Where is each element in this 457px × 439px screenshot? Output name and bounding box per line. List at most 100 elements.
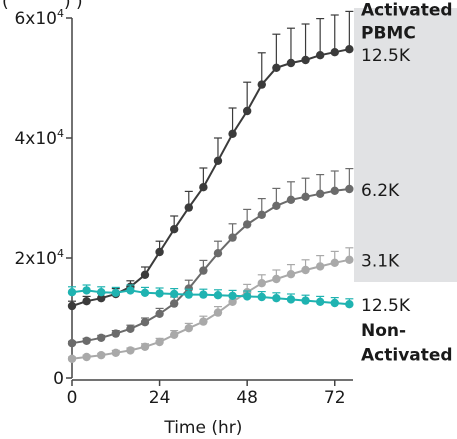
data-point [82, 297, 91, 306]
x-axis-title: Time (hr) [163, 418, 242, 438]
data-point [330, 186, 339, 195]
activated-region-band [354, 8, 457, 282]
data-point [155, 309, 164, 318]
data-point [82, 352, 91, 362]
label-12-5k-non: 12.5K [361, 296, 411, 316]
data-point [330, 258, 339, 267]
x-tick-label: 0 [67, 388, 78, 408]
y-tick-label: 4x104 [14, 127, 64, 149]
data-point [315, 51, 325, 60]
data-point [96, 351, 106, 360]
data-point [126, 286, 135, 295]
data-point [140, 318, 150, 327]
data-point [213, 156, 223, 165]
label-3-1k: 3.1K [361, 251, 400, 271]
data-point [257, 210, 266, 219]
data-point [67, 339, 77, 348]
data-point [140, 288, 150, 297]
data-point [199, 183, 208, 192]
data-point [286, 295, 296, 304]
data-point [257, 279, 266, 288]
data-point [126, 324, 135, 333]
data-point [67, 301, 77, 311]
data-point [96, 333, 106, 342]
data-point [111, 348, 120, 357]
annotations: ActivatedPBMC12.5K6.2K3.1K12.5KNon-Activ… [361, 1, 453, 366]
y-tick-label: 6x104 [14, 7, 64, 29]
data-point [82, 286, 91, 295]
data-point [301, 296, 310, 305]
series-activated_3_1k [67, 247, 354, 363]
data-point [213, 308, 223, 317]
pbmc-heading: PBMC [361, 23, 416, 43]
data-point [67, 354, 77, 363]
data-point [228, 129, 237, 138]
data-point [199, 317, 208, 326]
data-point [155, 247, 164, 257]
data-point [315, 297, 325, 306]
data-point [301, 192, 310, 201]
data-point [184, 290, 193, 299]
data-point [228, 297, 237, 306]
data-point [272, 294, 281, 303]
data-point [272, 201, 281, 210]
activated-heading: Activated [361, 1, 453, 21]
x-tick-label: 24 [149, 388, 171, 408]
data-point [286, 58, 296, 68]
data-point [199, 290, 208, 299]
data-point [169, 330, 179, 339]
data-point [228, 291, 237, 300]
data-point [272, 63, 281, 72]
data-point [315, 189, 325, 198]
label-6-2k: 6.2K [361, 181, 400, 201]
data-point [286, 270, 296, 279]
activated-sub-heading: Activated [361, 346, 453, 366]
data-point [169, 299, 179, 308]
data-point [169, 289, 179, 299]
data-point [184, 203, 193, 212]
series-line [71, 188, 350, 345]
data-point [96, 294, 106, 303]
data-point [111, 288, 120, 297]
label-12-5k-activated: 12.5K [361, 46, 411, 66]
data-point [184, 284, 193, 293]
series-activated_12_5k [67, 10, 354, 311]
data-point [140, 342, 150, 351]
data-point [184, 324, 193, 333]
series-layer [67, 10, 354, 363]
data-point [345, 184, 354, 194]
axes [71, 18, 353, 381]
x-axis-ticks: 0 24 48 72 [67, 380, 346, 408]
data-point [345, 300, 354, 309]
data-point [315, 262, 325, 271]
data-point [242, 220, 252, 229]
data-point [155, 337, 164, 347]
data-point [82, 336, 91, 345]
data-point [330, 48, 339, 57]
data-point [111, 329, 120, 338]
data-point [199, 266, 208, 275]
data-point [140, 270, 150, 279]
series-non_activated_12_5k [67, 284, 354, 309]
data-point [213, 291, 223, 300]
data-point [301, 55, 310, 65]
data-point [242, 292, 252, 301]
y-axis-label-fragment: ( [2, 0, 9, 12]
data-point [155, 289, 164, 298]
data-point [96, 288, 106, 297]
data-point [345, 255, 354, 264]
y-tick-label: 2x104 [14, 247, 64, 269]
data-point [301, 265, 310, 275]
data-point [213, 249, 223, 258]
non-heading: Non- [361, 321, 406, 341]
x-tick-label: 72 [324, 388, 346, 408]
data-point [228, 233, 237, 242]
y-axis-ticks: 0 2x104 4x104 6x104 [14, 7, 72, 389]
data-point [257, 80, 266, 89]
data-point [67, 288, 77, 297]
y-axis-label-fragment-2: ) ) [64, 0, 83, 12]
data-point [242, 106, 252, 116]
y-tick-label: 0 [53, 369, 64, 389]
series-activated_6_2k [67, 168, 354, 348]
